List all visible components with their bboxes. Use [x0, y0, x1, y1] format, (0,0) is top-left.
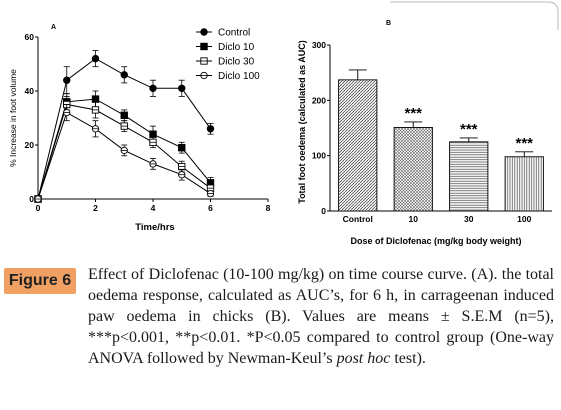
data-point: [149, 130, 157, 138]
panel-a-label: A: [51, 24, 56, 31]
data-point: [178, 171, 186, 179]
data-point: [206, 125, 215, 133]
panel-b-y-tick-label: 100: [312, 151, 326, 161]
bar-group-30: 30 ***: [449, 121, 489, 224]
bar: [504, 156, 544, 212]
panel-a-axes: 0 20 40 60 0 2 4 6 8: [25, 32, 271, 213]
series-diclo-100: [34, 104, 215, 203]
panel-a-x-tick-label: 6: [208, 203, 213, 213]
legend-label: Diclo 100: [218, 71, 260, 82]
significance-label: ***: [515, 135, 533, 152]
data-point: [91, 106, 100, 114]
corner-border: [390, 1, 559, 30]
caption-end: test).: [390, 350, 426, 367]
data-point: [178, 162, 186, 171]
panel-b-y-tick-label: 200: [312, 95, 326, 105]
legend-label: Control: [218, 28, 250, 39]
category-label: 10: [409, 214, 419, 224]
bar: [338, 79, 378, 212]
data-point: [120, 146, 128, 155]
legend-item-diclo-30: Diclo 30: [196, 57, 255, 68]
panel-a-legend: Control Diclo 10 Diclo 30 Diclo 100: [196, 28, 260, 82]
bar-group-10: 10 ***: [393, 105, 433, 224]
panel-b-label: B: [386, 20, 391, 27]
legend-item-diclo-100: Diclo 100: [196, 71, 260, 82]
panel-a-series: [34, 50, 215, 203]
legend-label: Diclo 30: [218, 57, 255, 68]
legend-marker: [200, 28, 208, 36]
data-point: [34, 195, 42, 203]
significance-label: ***: [404, 105, 422, 122]
panel-b-x-axis-label: Dose of Diclofenac (mg/kg body weight): [350, 236, 521, 246]
data-point: [178, 84, 186, 93]
legend-item-control: Control: [196, 28, 250, 39]
data-point: [178, 144, 186, 152]
bar-chart-panel-b: B Total foot oedema (calculated as AUC) …: [297, 20, 552, 246]
data-point: [206, 189, 215, 198]
figure-label: Figure 6: [4, 268, 76, 294]
category-label: 30: [464, 214, 474, 224]
bar: [449, 141, 489, 212]
legend-label: Diclo 10: [218, 42, 255, 53]
data-point: [120, 71, 128, 79]
data-point: [63, 108, 71, 117]
panel-a-y-tick-label: 0: [29, 194, 34, 204]
panel-a-x-axis-label: Time/hrs: [135, 222, 174, 233]
panel-a-y-tick-label: 20: [25, 140, 35, 150]
data-point: [149, 84, 157, 93]
panel-a-y-axis-label: % Increase in foot volume: [8, 69, 18, 167]
data-point: [149, 160, 157, 168]
line-chart-panel-a: A % Increase in foot volume Time/hrs 020…: [8, 24, 271, 233]
legend-marker: [200, 42, 208, 51]
panel-a-y-tick-label: 40: [25, 86, 35, 96]
panel-b-y-axis-label: Total foot oedema (calculated as AUC): [297, 40, 307, 204]
panel-a-y-tick-label: 60: [25, 32, 35, 42]
data-point: [91, 95, 100, 103]
category-label: 100: [517, 214, 531, 224]
data-point: [149, 138, 157, 146]
significance-label: ***: [460, 121, 478, 138]
bar-group-control: Control: [338, 69, 378, 224]
figure-caption: Effect of Diclofenac (10-100 mg/kg) on t…: [88, 264, 554, 369]
legend-item-diclo-10: Diclo 10: [196, 42, 255, 53]
panel-a-x-tick-label: 8: [266, 203, 271, 213]
panel-a-x-tick-label: 4: [151, 203, 156, 213]
legend-marker: [200, 71, 208, 80]
panel-b-y-tick-label: 300: [312, 40, 326, 50]
data-point: [120, 111, 128, 119]
panel-b-bars: Control 10 *** 30 *** 100 ***: [338, 69, 544, 224]
panel-b-y-tick-label: 0: [321, 206, 326, 216]
data-point: [63, 76, 71, 84]
category-label: Control: [343, 214, 373, 224]
data-point: [91, 125, 100, 133]
data-point: [120, 122, 128, 130]
caption-text: Effect of Diclofenac (10-100 mg/kg) on t…: [88, 266, 554, 367]
panel-a-x-tick-label: 2: [93, 203, 98, 213]
panel-a-x-tick-label: 0: [36, 203, 41, 213]
bar: [393, 126, 433, 212]
bar-group-100: 100 ***: [504, 135, 544, 224]
legend-marker: [200, 57, 208, 65]
data-point: [91, 54, 100, 63]
caption-italic: post hoc: [336, 350, 391, 367]
